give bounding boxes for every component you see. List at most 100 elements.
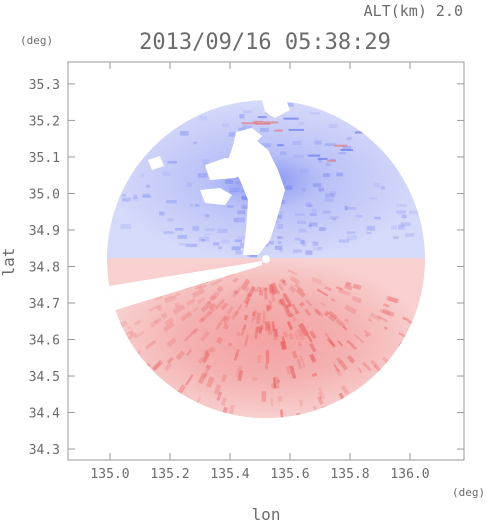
approaching-echo-cell <box>324 143 336 146</box>
approaching-echo-cell <box>142 193 150 198</box>
receding-echo-cell <box>309 330 317 340</box>
x-unit-label: (deg) <box>452 486 485 499</box>
receding-echo-cell <box>270 398 274 407</box>
approaching-echo-cell <box>312 208 317 213</box>
approaching-echo-cell <box>409 210 419 215</box>
y-tick-label: 34.5 <box>29 370 60 385</box>
receding-echo-cell <box>220 302 227 310</box>
receding-echo-cell <box>336 356 343 364</box>
receding-echo-cell <box>295 287 306 298</box>
approaching-echo-cell <box>179 131 189 136</box>
approaching-echo-cell <box>259 127 270 132</box>
receding-echo-cell <box>346 354 356 364</box>
approaching-echo-cell <box>346 235 357 241</box>
approaching-echo-cell <box>166 200 177 204</box>
receding-echo-cell <box>290 314 297 322</box>
receding-echo-cell <box>251 311 256 317</box>
receding-echo-cell <box>298 399 304 407</box>
approaching-echo-cell <box>292 249 302 253</box>
receding-echo-cell <box>276 290 281 295</box>
approaching-echo-cell <box>299 239 305 245</box>
receding-echo-cell <box>153 362 161 371</box>
receding-echo-cell <box>174 292 181 297</box>
receding-echo-cell <box>353 333 365 344</box>
receding-echo-cell <box>317 396 324 405</box>
receding-echo-cell <box>250 317 255 323</box>
receding-echo-cell <box>269 289 276 303</box>
approaching-echo-cell <box>396 210 407 214</box>
receding-echo-cell <box>343 317 350 323</box>
mixed-echo-cell <box>241 122 257 125</box>
approaching-echo-cell <box>369 197 378 200</box>
approaching-echo-cell <box>235 250 242 255</box>
receding-echo-cell <box>160 312 168 319</box>
approaching-echo-cell <box>279 211 283 214</box>
receding-echo-cell <box>318 386 326 400</box>
receding-echo-cell <box>344 304 357 315</box>
receding-echo-cell <box>253 309 258 321</box>
receding-echo-cell <box>254 326 259 339</box>
y-tick-label: 34.3 <box>29 443 60 458</box>
approaching-echo-cell <box>201 239 206 242</box>
receding-echo-cell <box>295 412 303 419</box>
receding-echo-cell <box>328 310 338 320</box>
receding-echo-cell <box>279 298 287 307</box>
approaching-echo-cell <box>322 210 331 214</box>
approaching-echo-cell <box>237 210 246 215</box>
receding-echo-cell <box>220 314 227 322</box>
receding-echo-cell <box>216 285 224 293</box>
receding-echo-cell <box>166 356 174 364</box>
mixed-echo-cell <box>253 120 264 123</box>
approaching-echo-cell <box>217 228 228 234</box>
receding-echo-cell <box>381 308 395 317</box>
receding-echo-cell <box>265 363 269 370</box>
receding-echo-cell <box>385 295 400 304</box>
receding-echo-cell <box>285 365 293 375</box>
approaching-echo-cell <box>298 121 305 125</box>
approaching-echo-cell <box>296 220 307 225</box>
approaching-echo-cell <box>189 203 194 207</box>
approaching-echo-cell <box>232 246 241 251</box>
receding-echo-cell <box>192 327 199 335</box>
approaching-echo-cell <box>295 213 305 217</box>
receding-echo-cell <box>319 301 326 307</box>
receding-echo-cell <box>163 362 173 372</box>
approaching-echo-cell <box>129 197 139 201</box>
approaching-echo-cell <box>233 217 238 223</box>
receding-echo-cell <box>258 327 263 334</box>
approaching-echo-cell <box>197 173 208 178</box>
receding-echo-cell <box>328 339 335 346</box>
receding-echo-cell <box>351 295 363 304</box>
receding-echo-cell <box>247 285 256 298</box>
receding-echo-cell <box>265 350 270 364</box>
approaching-echo-cell <box>192 226 200 231</box>
receding-echo-cell <box>357 367 363 374</box>
receding-echo-cell <box>145 339 157 350</box>
receding-echo-cell <box>277 283 284 292</box>
no-data-blob <box>395 142 418 162</box>
receding-echo-cell <box>283 304 291 314</box>
approaching-echo-cell <box>234 181 240 185</box>
approaching-echo-cell <box>277 240 282 244</box>
x-tick-label: 135.0 <box>90 467 129 482</box>
approaching-echo-cell <box>242 110 252 114</box>
receding-echo-cell <box>221 374 227 383</box>
receding-echo-cell <box>198 284 207 290</box>
receding-echo-cell <box>200 301 213 313</box>
approaching-echo-cell <box>276 236 282 239</box>
approaching-echo-cell <box>285 185 293 190</box>
receding-echo-cell <box>266 304 270 312</box>
mixed-echo-cell <box>354 131 370 134</box>
receding-echo-cell <box>256 325 262 333</box>
receding-echo-cell <box>164 317 174 326</box>
receding-echo-cell <box>226 305 235 316</box>
receding-echo-cell <box>188 328 197 337</box>
approaching-echo-cell <box>221 239 230 244</box>
receding-echo-cell <box>341 325 348 331</box>
x-tick-label: 135.6 <box>270 467 309 482</box>
receding-echo-cell <box>209 346 216 354</box>
receding-echo-cell <box>220 397 227 406</box>
approaching-echo-cell <box>204 214 210 218</box>
receding-echo-cell <box>237 370 244 382</box>
receding-echo-cell <box>266 305 272 311</box>
